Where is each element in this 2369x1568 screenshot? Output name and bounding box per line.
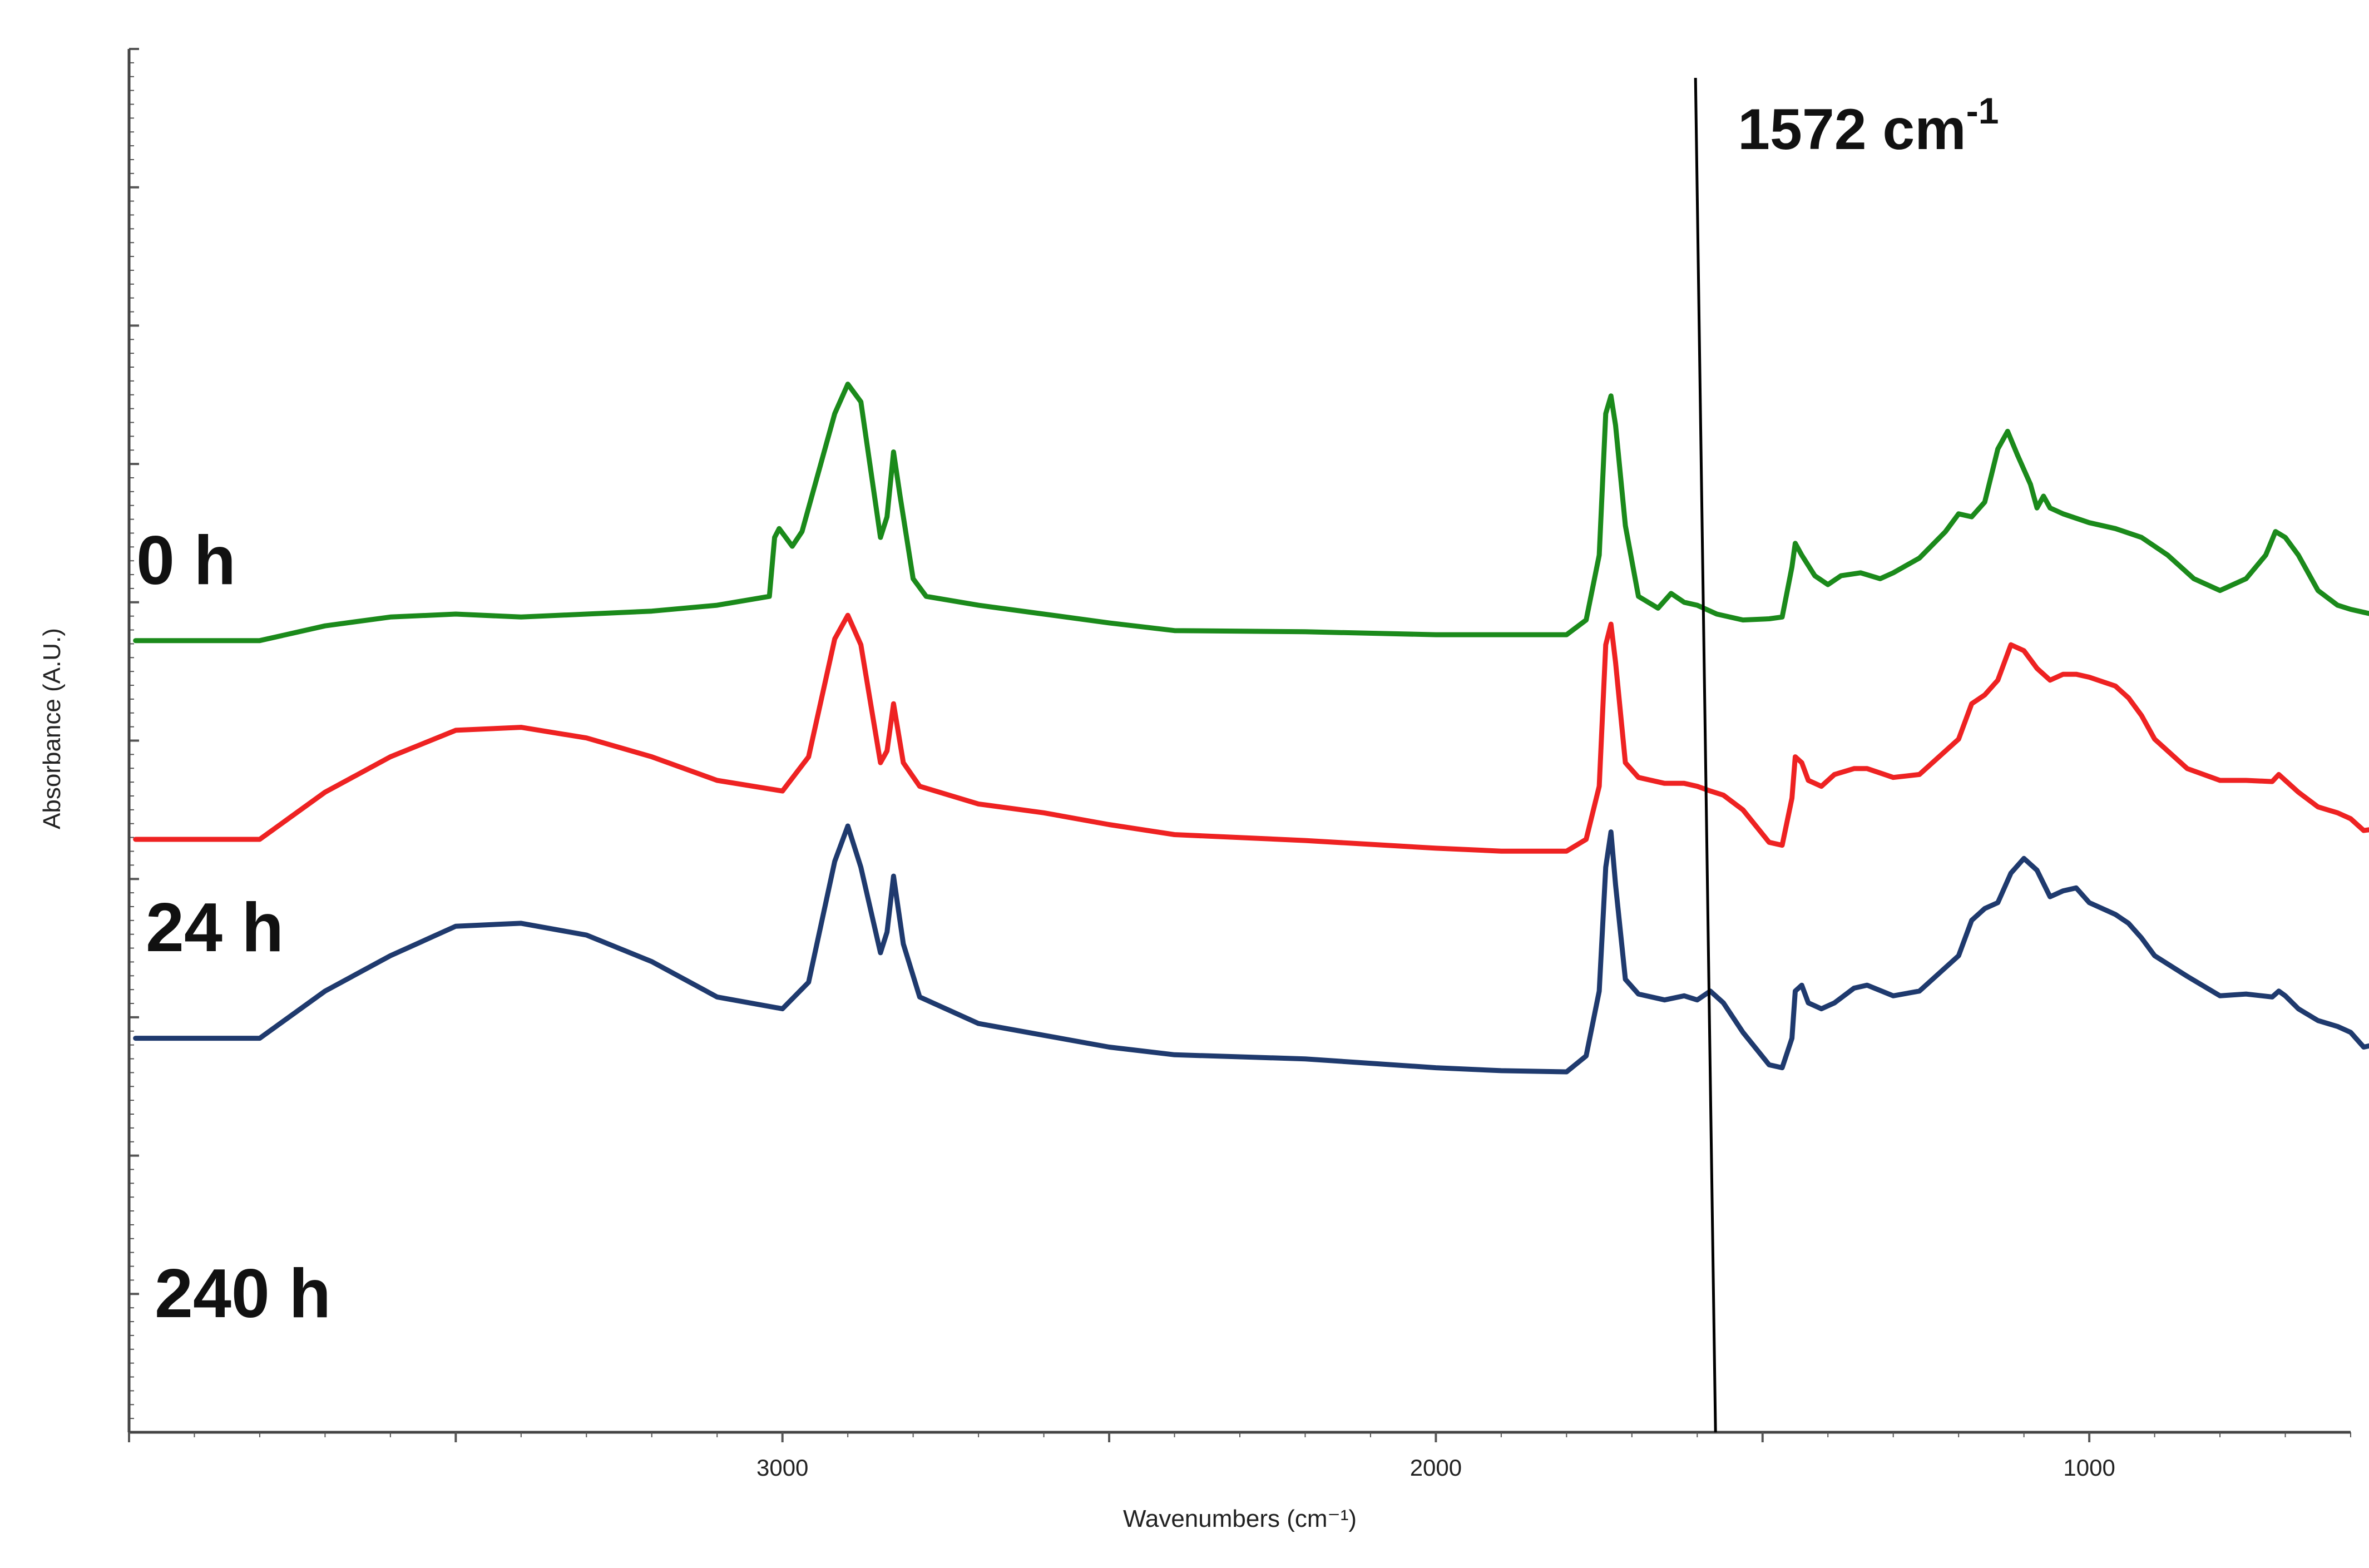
series-label-240h: 240 h	[155, 1255, 331, 1332]
series-line-0h	[133, 382, 2369, 644]
series-group	[133, 382, 2369, 1075]
x-tick-label-2000: 2000	[1410, 1455, 1462, 1481]
marker-label-sup: -1	[1966, 90, 1999, 131]
x-tick-label-1000: 1000	[2063, 1455, 2115, 1481]
marker-line-1572	[1694, 77, 1717, 1433]
series-line-24h	[133, 612, 2369, 854]
series-label-0h: 0 h	[136, 522, 236, 599]
y-axis-ticks	[129, 48, 139, 1433]
marker-label-main: 1572 cm	[1738, 97, 1966, 162]
x-axis-label: Wavenumbers (cm⁻¹)	[1123, 1505, 1357, 1532]
y-axis-label: Absorbance (A.U.)	[38, 628, 66, 829]
series-labels: 240 h 24 h 0 h	[136, 522, 331, 1332]
marker-label: 1572 cm-1	[1738, 90, 1999, 162]
x-axis-ticks: 3000 2000 1000	[128, 1432, 2351, 1481]
x-tick-label-3000: 3000	[756, 1455, 808, 1481]
series-line-240h	[133, 823, 2369, 1075]
series-label-24h: 24 h	[146, 889, 284, 966]
